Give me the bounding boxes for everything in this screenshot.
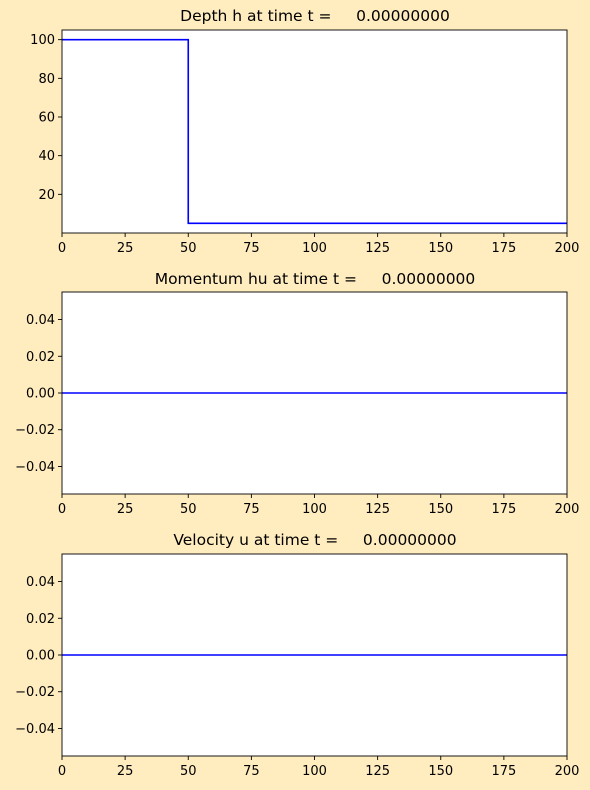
momentum-y-tick-label: 0.04 <box>26 313 55 328</box>
depth-series-line <box>62 38 567 225</box>
velocity-x-tick-label: 200 <box>555 764 580 779</box>
momentum-x-tick-label: 200 <box>555 502 580 517</box>
depth-x-tick-label: 125 <box>365 241 390 256</box>
depth-y-tick-label: 80 <box>38 72 55 87</box>
momentum-x-tick-label: 100 <box>302 502 327 517</box>
velocity-y-tick-label: −0.04 <box>15 722 55 737</box>
velocity-y-tick-label: 0.00 <box>26 649 55 664</box>
depth-plot-area <box>62 30 567 233</box>
momentum-y-tick-label: −0.04 <box>15 460 55 475</box>
velocity-x-tick-label: 125 <box>365 764 390 779</box>
depth-x-tick-label: 25 <box>117 241 134 256</box>
depth-title: Depth h at time t = 0.00000000 <box>180 7 450 25</box>
depth-y-tick-label: 20 <box>38 188 55 203</box>
depth-x-tick-label: 50 <box>180 241 197 256</box>
velocity-x-tick-label: 150 <box>428 764 453 779</box>
velocity-panel: 0 25 50 75 100 125 150 175 200 −0.04 −0.02 0.00 0.02… <box>15 531 579 779</box>
depth-x-tick-label: 75 <box>243 241 260 256</box>
momentum-x-tick-label: 25 <box>117 502 134 517</box>
velocity-y-tick-label: 0.04 <box>26 575 55 590</box>
depth-y-tick-label: 100 <box>30 33 55 48</box>
momentum-x-tick-label: 125 <box>365 502 390 517</box>
velocity-y-tick-label: −0.02 <box>15 685 55 700</box>
momentum-x-tick-label: 75 <box>243 502 260 517</box>
depth-x-tick-label: 175 <box>491 241 516 256</box>
momentum-x-tick-label: 50 <box>180 502 197 517</box>
momentum-panel: 0 25 50 75 100 125 150 175 200 −0.04 −0.02 0.00 0.02… <box>15 270 579 517</box>
velocity-x-tick-label: 0 <box>58 764 66 779</box>
depth-x-tick-label: 200 <box>555 241 580 256</box>
depth-x-tick-label: 150 <box>428 241 453 256</box>
momentum-x-tick-label: 175 <box>491 502 516 517</box>
depth-y-tick-label: 40 <box>38 149 55 164</box>
velocity-x-tick-label: 100 <box>302 764 327 779</box>
velocity-x-tick-label: 25 <box>117 764 134 779</box>
velocity-title: Velocity u at time t = 0.00000000 <box>173 531 456 549</box>
momentum-y-tick-label: 0.02 <box>26 350 55 365</box>
momentum-y-tick-label: −0.02 <box>15 423 55 438</box>
momentum-x-tick-label: 150 <box>428 502 453 517</box>
velocity-x-tick-label: 75 <box>243 764 260 779</box>
momentum-title: Momentum hu at time t = 0.00000000 <box>155 270 476 288</box>
momentum-y-tick-label: 0.00 <box>26 387 55 402</box>
depth-x-tick-label: 100 <box>302 241 327 256</box>
momentum-x-tick-label: 0 <box>58 502 66 517</box>
depth-panel: 0 25 50 75 100 125 150 175 200 20 40 60 80 100 Depth h… <box>30 7 579 256</box>
velocity-y-tick-label: 0.02 <box>26 612 55 627</box>
depth-y-tick-label: 60 <box>38 111 55 126</box>
velocity-x-tick-label: 50 <box>180 764 197 779</box>
velocity-x-tick-label: 175 <box>491 764 516 779</box>
depth-x-tick-label: 0 <box>58 241 66 256</box>
